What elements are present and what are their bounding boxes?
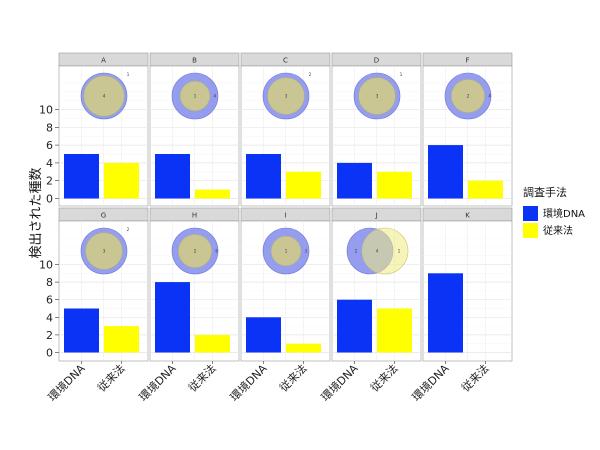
venn-edna-only-count: 4 — [214, 94, 217, 99]
venn-shared-count: 3 — [103, 249, 106, 254]
venn-conventional-circle — [361, 227, 409, 275]
venn-shared-count: 4 — [376, 249, 379, 254]
y-axis-title: 検出された種数 — [28, 167, 44, 258]
legend-swatch — [523, 223, 538, 238]
facet-label: B — [192, 57, 197, 65]
venn-edna-only-count: 1 — [400, 72, 403, 77]
x-tick-label: 従来法 — [276, 361, 309, 394]
venn-conventional-only-count: 1 — [398, 249, 401, 254]
venn-shared-count: 3 — [285, 94, 288, 99]
venn-conventional-circle — [85, 232, 123, 270]
bar — [104, 162, 139, 199]
x-tick-label: 環境DNA — [318, 361, 361, 404]
y-tick-label: 4 — [46, 311, 53, 324]
bar — [428, 273, 463, 353]
bar — [377, 171, 412, 199]
x-tick-label: 従来法 — [458, 361, 491, 394]
venn-conventional-circle — [358, 77, 396, 115]
bar — [377, 308, 412, 353]
x-tick-label: 環境DNA — [136, 361, 179, 404]
x-tick-label: 従来法 — [367, 361, 400, 394]
facet-label: D — [374, 57, 379, 65]
venn-shared-count: 1 — [285, 249, 288, 254]
legend-label: 従来法 — [543, 224, 573, 237]
legend-label: 環境DNA — [543, 207, 585, 220]
bar — [337, 299, 372, 353]
facet-label: F — [465, 57, 469, 65]
venn-shared-count: 3 — [376, 94, 379, 99]
bar — [155, 282, 190, 353]
facet-label: K — [465, 212, 470, 220]
venn-conventional-circle — [451, 79, 485, 113]
venn-edna-only-count: 3 — [305, 249, 308, 254]
y-tick-label: 4 — [46, 157, 53, 170]
facet-label: A — [101, 57, 106, 65]
facet-label: G — [101, 212, 106, 220]
bar — [155, 154, 190, 199]
facet-label: I — [284, 212, 286, 220]
venn-edna-only-count: 6 — [215, 249, 218, 254]
venn-shared-count: 2 — [467, 94, 470, 99]
y-tick-label: 2 — [46, 329, 53, 342]
y-tick-label: 10 — [39, 259, 53, 272]
bar — [246, 154, 281, 199]
bar — [286, 343, 321, 353]
y-tick-label: 2 — [46, 175, 53, 188]
facet-label: J — [374, 212, 377, 220]
facet-label: C — [283, 57, 288, 65]
y-tick-label: 6 — [46, 139, 53, 152]
x-tick-label: 環境DNA — [45, 361, 88, 404]
venn-edna-only-count: 2 — [127, 227, 130, 232]
bar — [64, 154, 99, 199]
x-tick-label: 環境DNA — [227, 361, 270, 404]
y-tick-label: 6 — [46, 294, 53, 307]
venn-edna-only-count: 2 — [309, 72, 312, 77]
legend-swatch — [523, 206, 538, 221]
venn-edna-only-count: 4 — [488, 94, 491, 99]
bar — [195, 334, 230, 353]
legend-title: 調査手法 — [523, 185, 567, 199]
x-tick-label: 従来法 — [94, 361, 127, 394]
bar — [286, 171, 321, 199]
y-tick-label: 0 — [46, 193, 53, 206]
y-tick-label: 8 — [46, 276, 53, 289]
x-tick-label: 従来法 — [185, 361, 218, 394]
venn-edna-only-count: 1 — [127, 72, 130, 77]
venn-conventional-circle — [178, 234, 212, 268]
bar — [468, 180, 503, 199]
venn-shared-count: 2 — [194, 249, 197, 254]
x-tick-label: 環境DNA — [409, 361, 452, 404]
venn-edna-only-count: 2 — [355, 249, 358, 254]
bar — [64, 308, 99, 353]
facet-label: H — [192, 212, 197, 220]
venn-conventional-circle — [179, 80, 211, 112]
bar — [428, 145, 463, 199]
y-tick-label: 8 — [46, 121, 53, 134]
y-tick-label: 10 — [39, 104, 53, 117]
venn-conventional-circle — [83, 75, 125, 117]
y-tick-label: 0 — [46, 347, 53, 360]
venn-shared-count: 4 — [103, 94, 106, 99]
venn-conventional-circle — [267, 77, 305, 115]
bar — [337, 162, 372, 199]
venn-conventional-circle — [270, 235, 302, 267]
venn-shared-count: 1 — [194, 94, 197, 99]
bar — [104, 326, 139, 353]
bar — [195, 189, 230, 199]
bar — [246, 317, 281, 353]
